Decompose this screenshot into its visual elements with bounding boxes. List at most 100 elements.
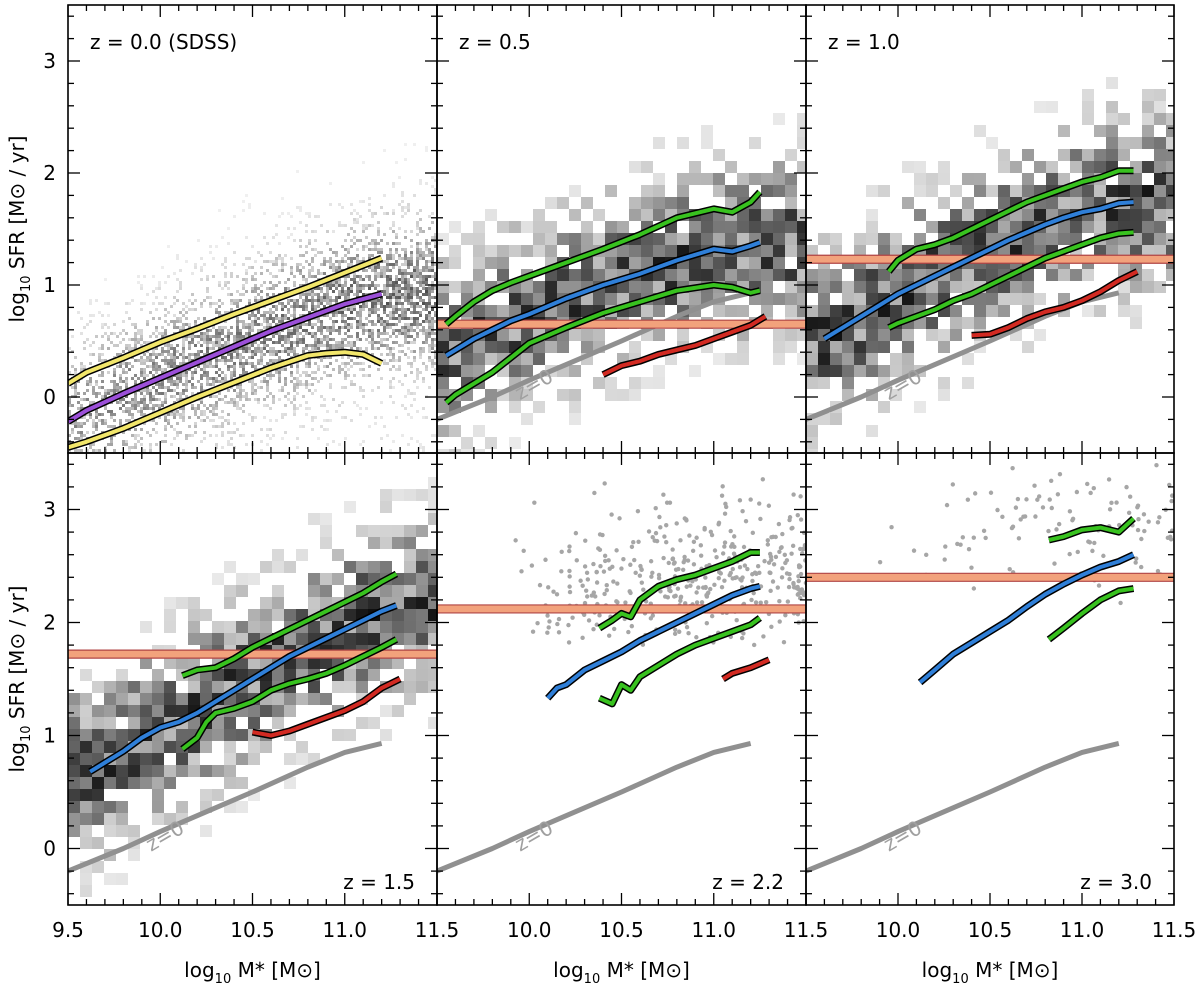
density-pixel bbox=[398, 266, 401, 269]
series-line-quiescent bbox=[971, 269, 1139, 338]
density-pixel bbox=[176, 386, 179, 389]
density-cell bbox=[725, 185, 737, 197]
density-pixel bbox=[392, 314, 395, 317]
density-pixel bbox=[245, 371, 248, 374]
density-pixel bbox=[263, 398, 266, 401]
density-pixel bbox=[149, 398, 152, 401]
density-pixel bbox=[239, 299, 242, 302]
density-cell bbox=[104, 873, 116, 885]
density-cell bbox=[653, 365, 665, 377]
density-pixel bbox=[353, 341, 356, 344]
density-cell bbox=[404, 573, 416, 585]
density-pixel bbox=[296, 365, 299, 368]
density-cell bbox=[854, 233, 866, 245]
density-pixel bbox=[281, 314, 284, 317]
density-cell bbox=[80, 753, 92, 765]
density-pixel bbox=[341, 293, 344, 296]
scatter-point bbox=[661, 555, 666, 561]
density-pixel bbox=[341, 368, 344, 371]
density-pixel bbox=[137, 281, 140, 284]
scatter-point bbox=[720, 484, 725, 489]
density-pixel bbox=[161, 383, 164, 386]
density-pixel bbox=[257, 311, 260, 314]
density-pixel bbox=[344, 284, 347, 287]
density-pixel bbox=[188, 359, 191, 362]
density-pixel bbox=[317, 272, 320, 275]
density-pixel bbox=[221, 356, 224, 359]
density-pixel bbox=[167, 362, 170, 365]
density-pixel bbox=[89, 320, 92, 323]
density-cell bbox=[164, 741, 176, 753]
density-cell bbox=[761, 293, 773, 305]
density-pixel bbox=[200, 410, 203, 413]
density-pixel bbox=[338, 263, 341, 266]
density-pixel bbox=[140, 335, 143, 338]
density-pixel bbox=[113, 434, 116, 437]
density-pixel bbox=[380, 437, 383, 440]
density-pixel bbox=[131, 347, 134, 350]
density-pixel bbox=[416, 410, 419, 413]
density-pixel bbox=[155, 362, 158, 365]
density-pixel bbox=[182, 350, 185, 353]
series-line-quiescent bbox=[721, 657, 770, 681]
density-pixel bbox=[272, 293, 275, 296]
density-pixel bbox=[101, 413, 104, 416]
density-cell bbox=[212, 573, 224, 585]
density-pixel bbox=[152, 368, 155, 371]
density-cell bbox=[581, 305, 593, 317]
density-pixel bbox=[257, 251, 260, 254]
density-pixel bbox=[317, 344, 320, 347]
density-pixel bbox=[323, 284, 326, 287]
density-pixel bbox=[293, 389, 296, 392]
density-pixel bbox=[404, 338, 407, 341]
threshold-band bbox=[806, 573, 1174, 582]
density-pixel bbox=[419, 209, 422, 212]
density-pixel bbox=[281, 263, 284, 266]
density-pixel bbox=[221, 287, 224, 290]
density-pixel bbox=[251, 287, 254, 290]
density-cell bbox=[902, 161, 914, 173]
density-cell bbox=[116, 705, 128, 717]
density-pixel bbox=[350, 344, 353, 347]
density-cell bbox=[890, 269, 902, 281]
density-pixel bbox=[71, 422, 74, 425]
density-pixel bbox=[419, 329, 422, 332]
density-pixel bbox=[146, 374, 149, 377]
density-cell bbox=[1106, 221, 1118, 233]
density-pixel bbox=[200, 269, 203, 272]
density-pixel bbox=[221, 332, 224, 335]
density-pixel bbox=[287, 287, 290, 290]
density-cell bbox=[104, 681, 116, 693]
density-pixel bbox=[302, 308, 305, 311]
density-pixel bbox=[305, 299, 308, 302]
density-cell bbox=[404, 489, 416, 501]
density-pixel bbox=[428, 335, 431, 338]
density-pixel bbox=[77, 449, 80, 452]
density-pixel bbox=[134, 383, 137, 386]
density-pixel bbox=[152, 404, 155, 407]
density-pixel bbox=[389, 257, 392, 260]
density-pixel bbox=[92, 449, 95, 452]
density-pixel bbox=[338, 281, 341, 284]
density-cell bbox=[200, 681, 212, 693]
density-pixel bbox=[398, 203, 401, 206]
density-cell bbox=[128, 765, 140, 777]
density-cell bbox=[284, 669, 296, 681]
density-pixel bbox=[419, 182, 422, 185]
density-pixel bbox=[251, 311, 254, 314]
density-pixel bbox=[344, 308, 347, 311]
density-pixel bbox=[374, 284, 377, 287]
density-pixel bbox=[203, 362, 206, 365]
scatter-point bbox=[546, 625, 551, 630]
density-pixel bbox=[155, 383, 158, 386]
density-pixel bbox=[131, 365, 134, 368]
density-cell bbox=[842, 365, 854, 377]
density-pixel bbox=[230, 443, 233, 446]
density-pixel bbox=[434, 278, 437, 281]
density-pixel bbox=[326, 410, 329, 413]
density-pixel bbox=[362, 332, 365, 335]
density-cell bbox=[509, 293, 521, 305]
density-pixel bbox=[146, 359, 149, 362]
density-cell bbox=[785, 185, 797, 197]
density-pixel bbox=[296, 362, 299, 365]
